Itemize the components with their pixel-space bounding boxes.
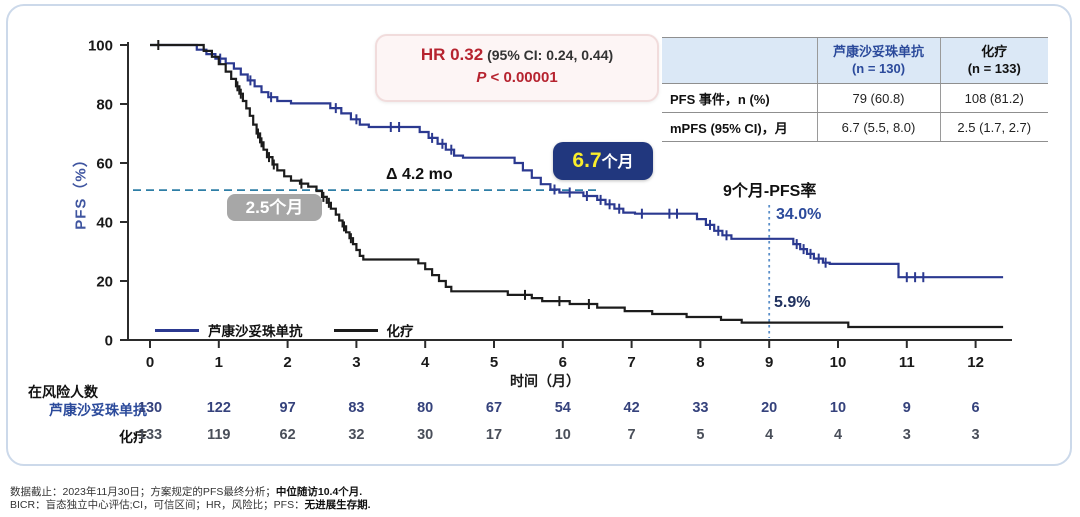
risk-count: 54 bbox=[554, 400, 571, 416]
p-value-line: P < 0.00001 bbox=[377, 69, 657, 86]
legend-line-drug bbox=[155, 328, 199, 332]
footnote-2-bold: 无进展生存期. bbox=[304, 499, 371, 511]
summary-header-chemo: 化疗 (n = 133) bbox=[939, 37, 1048, 84]
x-tick-label: 0 bbox=[146, 354, 154, 371]
drug-n: (n = 130) bbox=[851, 60, 906, 76]
risk-count: 32 bbox=[348, 427, 365, 443]
drug-median-unit: 个月 bbox=[601, 154, 634, 171]
legend-label-drug: 芦康沙妥珠单抗 bbox=[208, 324, 303, 339]
summary-header-drug: 芦康沙妥珠单抗 (n = 130) bbox=[816, 37, 940, 84]
x-tick-label: 2 bbox=[283, 354, 291, 371]
chemo-nine-month-rate: 5.9% bbox=[774, 294, 811, 311]
x-tick-label: 12 bbox=[967, 354, 984, 371]
risk-table-title: 在风险人数 bbox=[28, 384, 98, 400]
chemo-median-badge: 2.5个月 bbox=[227, 194, 322, 221]
x-tick-label: 11 bbox=[899, 354, 915, 371]
y-tick-label: 60 bbox=[96, 156, 113, 173]
risk-count: 10 bbox=[829, 400, 847, 416]
risk-count: 7 bbox=[627, 427, 636, 443]
x-tick-label: 1 bbox=[215, 354, 223, 371]
risk-count: 42 bbox=[623, 400, 640, 416]
risk-count: 3 bbox=[971, 427, 980, 443]
events-chemo: 108 (81.2) bbox=[939, 83, 1048, 113]
risk-count: 33 bbox=[692, 400, 709, 416]
drug-median-value: 6.7 bbox=[572, 149, 602, 172]
footnote-2-text: BICR：盲态独立中心评估;CI，可信区间；HR，风险比；PFS： bbox=[10, 499, 305, 511]
footnote-1-text: 数据截止：2023年11月30日；方案规定的PFS最终分析； bbox=[10, 486, 276, 498]
risk-count: 10 bbox=[554, 427, 571, 443]
risk-count: 5 bbox=[696, 427, 705, 443]
footnote-line-2: BICR：盲态独立中心评估;CI，可信区间；HR，风险比；PFS：无进展生存期. bbox=[10, 497, 371, 512]
x-tick-label: 6 bbox=[559, 354, 567, 371]
hr-stat-box: HR 0.32 (95% CI: 0.24, 0.44) P < 0.00001 bbox=[375, 34, 659, 102]
risk-count: 119 bbox=[207, 427, 231, 443]
risk-count: 122 bbox=[206, 400, 231, 416]
p-symbol: P bbox=[476, 69, 487, 86]
risk-count: 133 bbox=[137, 427, 163, 443]
y-tick-label: 100 bbox=[88, 38, 113, 55]
row-label-events: PFS 事件，n (%) bbox=[662, 83, 817, 113]
y-tick-label: 0 bbox=[105, 333, 113, 350]
risk-count: 80 bbox=[417, 400, 434, 416]
risk-count: 83 bbox=[348, 400, 365, 416]
risk-count: 67 bbox=[485, 400, 503, 416]
summary-header-row: 芦康沙妥珠单抗 (n = 130) 化疗 (n = 133) bbox=[662, 37, 1048, 84]
risk-count: 3 bbox=[902, 427, 911, 443]
risk-count: 9 bbox=[902, 400, 911, 416]
y-tick-label: 80 bbox=[96, 97, 113, 114]
drug-nine-month-rate: 34.0% bbox=[776, 206, 822, 223]
legend-line-chemo bbox=[333, 328, 378, 332]
risk-row-label-drug: 芦康沙妥珠单抗 bbox=[49, 402, 147, 418]
y-axis-title: PFS（%） bbox=[72, 151, 90, 230]
footnote-1-bold: 中位随访10.4个月. bbox=[275, 486, 363, 498]
risk-count: 4 bbox=[765, 427, 774, 443]
x-axis-title: 时间（月） bbox=[510, 373, 580, 389]
drug-name: 芦康沙妥珠单抗 bbox=[832, 44, 924, 60]
row-label-mpfs: mPFS (95% CI)，月 bbox=[662, 112, 817, 142]
x-tick-label: 10 bbox=[830, 354, 847, 371]
summary-row-mpfs: mPFS (95% CI)，月 6.7 (5.5, 8.0) 2.5 (1.7,… bbox=[662, 112, 1048, 142]
km-curve-drug bbox=[150, 43, 1004, 279]
risk-row-label-chemo: 化疗 bbox=[119, 429, 147, 445]
y-tick-label: 40 bbox=[96, 215, 113, 232]
risk-count: 20 bbox=[761, 400, 778, 416]
km-curve-chemo bbox=[150, 43, 1004, 329]
hr-value: HR 0.32 bbox=[420, 45, 484, 64]
legend: 芦康沙妥珠单抗 化疗 bbox=[155, 320, 436, 340]
x-tick-label: 9 bbox=[765, 354, 773, 371]
risk-count: 97 bbox=[279, 400, 296, 416]
chemo-n: (n = 133) bbox=[967, 60, 1021, 76]
summary-header-empty bbox=[662, 37, 817, 84]
x-tick-label: 3 bbox=[352, 354, 360, 371]
p-value: < 0.00001 bbox=[486, 69, 558, 86]
median-difference-label: Δ 4.2 mo bbox=[386, 166, 453, 183]
mpfs-chemo: 2.5 (1.7, 2.7) bbox=[939, 112, 1048, 142]
legend-label-chemo: 化疗 bbox=[386, 324, 414, 339]
risk-count: 6 bbox=[971, 400, 980, 416]
y-tick-label: 20 bbox=[96, 274, 113, 291]
drug-median-badge: 6.7个月 bbox=[553, 142, 653, 180]
hr-line: HR 0.32 (95% CI: 0.24, 0.44) bbox=[377, 45, 657, 65]
risk-count: 30 bbox=[417, 427, 434, 443]
x-tick-label: 8 bbox=[696, 354, 704, 371]
summary-row-events: PFS 事件，n (%) 79 (60.8) 108 (81.2) bbox=[662, 83, 1048, 113]
x-tick-label: 5 bbox=[490, 354, 498, 371]
mpfs-drug: 6.7 (5.5, 8.0) bbox=[816, 112, 940, 142]
x-tick-label: 4 bbox=[421, 354, 430, 371]
summary-table: 芦康沙妥珠单抗 (n = 130) 化疗 (n = 133) PFS 事件，n … bbox=[662, 37, 1048, 142]
risk-counts-chemo: 133 119 62 32 30 17 10 7 5 4 4 3 3 bbox=[0, 427, 1080, 447]
risk-count: 62 bbox=[279, 427, 296, 443]
hr-ci: (95% CI: 0.24, 0.44) bbox=[487, 47, 614, 63]
risk-count: 130 bbox=[137, 400, 163, 416]
footnote-line-1: 数据截止：2023年11月30日；方案规定的PFS最终分析；中位随访10.4个月… bbox=[10, 484, 362, 499]
nine-month-pfs-label: 9个月-PFS率 bbox=[723, 183, 817, 200]
chemo-name: 化疗 bbox=[981, 44, 1008, 60]
risk-count: 4 bbox=[833, 427, 843, 443]
risk-counts-drug: 130 122 97 83 80 67 54 42 33 20 10 9 6 bbox=[0, 400, 1080, 420]
x-tick-label: 7 bbox=[627, 354, 635, 371]
risk-count: 17 bbox=[485, 427, 503, 443]
events-drug: 79 (60.8) bbox=[816, 83, 940, 113]
